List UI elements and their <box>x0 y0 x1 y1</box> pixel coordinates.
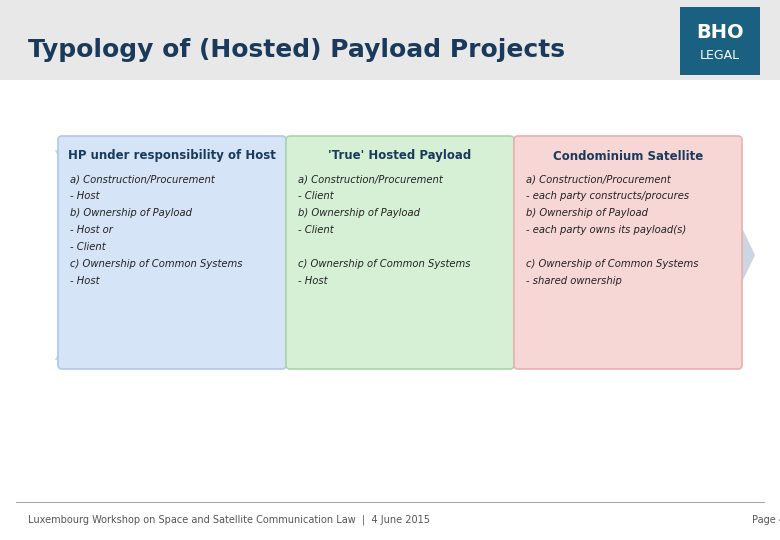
Text: Page 4: Page 4 <box>752 515 780 525</box>
Text: - each party owns its payload(s): - each party owns its payload(s) <box>526 225 686 235</box>
Text: Condominium Satellite: Condominium Satellite <box>553 150 703 163</box>
Text: BHO: BHO <box>697 23 744 42</box>
Text: - Host or: - Host or <box>70 225 113 235</box>
Text: HP under responsibility of Host: HP under responsibility of Host <box>68 150 276 163</box>
FancyBboxPatch shape <box>58 136 286 369</box>
Text: 'True' Hosted Payload: 'True' Hosted Payload <box>328 150 472 163</box>
Text: b) Ownership of Payload: b) Ownership of Payload <box>298 208 420 218</box>
Text: c) Ownership of Common Systems: c) Ownership of Common Systems <box>70 259 243 269</box>
Text: c) Ownership of Common Systems: c) Ownership of Common Systems <box>526 259 699 269</box>
Text: Luxembourg Workshop on Space and Satellite Communication Law  |  4 June 2015: Luxembourg Workshop on Space and Satelli… <box>28 515 430 525</box>
FancyBboxPatch shape <box>286 136 514 369</box>
Text: - shared ownership: - shared ownership <box>526 276 622 286</box>
FancyBboxPatch shape <box>514 136 742 369</box>
Text: c) Ownership of Common Systems: c) Ownership of Common Systems <box>298 259 470 269</box>
Text: Typology of (Hosted) Payload Projects: Typology of (Hosted) Payload Projects <box>28 38 565 62</box>
Text: a) Construction/Procurement: a) Construction/Procurement <box>298 174 443 184</box>
PathPatch shape <box>55 150 755 360</box>
Text: - Client: - Client <box>298 225 334 235</box>
Text: LEGAL: LEGAL <box>700 50 740 63</box>
Text: b) Ownership of Payload: b) Ownership of Payload <box>70 208 192 218</box>
Text: - each party constructs/procures: - each party constructs/procures <box>526 191 689 201</box>
FancyBboxPatch shape <box>0 0 780 80</box>
Text: - Host: - Host <box>70 276 100 286</box>
Text: - Host: - Host <box>298 276 328 286</box>
Text: - Client: - Client <box>298 191 334 201</box>
Text: a) Construction/Procurement: a) Construction/Procurement <box>70 174 214 184</box>
Text: - Client: - Client <box>70 242 105 252</box>
Text: a) Construction/Procurement: a) Construction/Procurement <box>526 174 671 184</box>
Text: - Host: - Host <box>70 191 100 201</box>
Text: b) Ownership of Payload: b) Ownership of Payload <box>526 208 648 218</box>
FancyBboxPatch shape <box>680 7 760 75</box>
